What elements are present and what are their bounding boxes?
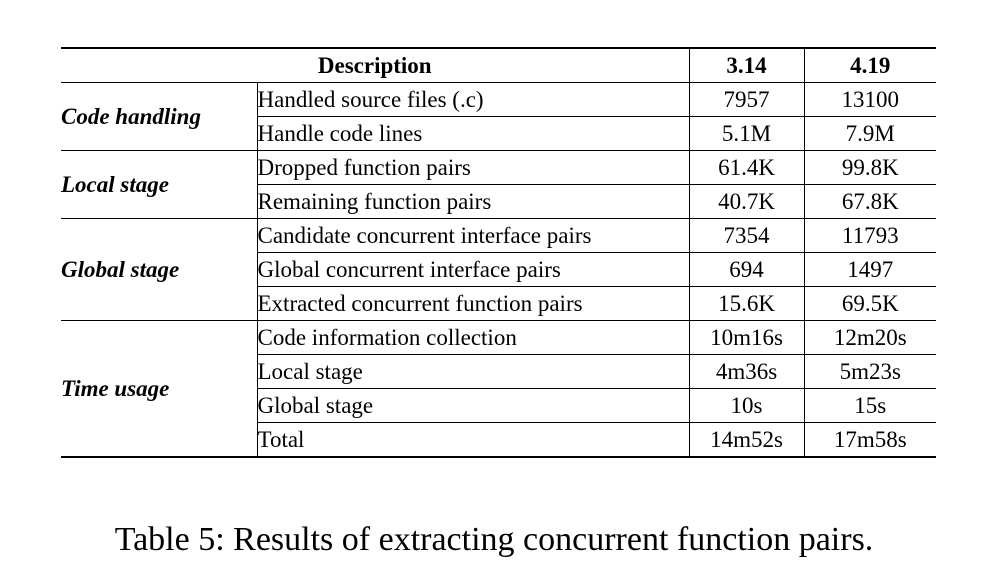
- row-label: Global stage: [257, 388, 690, 423]
- results-table: Description 3.14 4.19 Code handling Hand…: [61, 47, 936, 458]
- table-row: Code handling Handled source files (.c) …: [61, 82, 936, 151]
- table-row: Global stage Candidate concurrent interf…: [61, 218, 936, 321]
- row-value-3-14: 61.4K: [689, 150, 805, 185]
- row-value-3-14: 4m36s: [689, 354, 805, 389]
- row-value-3-14: 10m16s: [689, 320, 805, 355]
- group-label-global-stage: Global stage: [61, 218, 258, 321]
- table-row: Local stage Dropped function pairs 61.4K…: [61, 150, 936, 219]
- row-value-4-19: 99.8K: [841, 155, 899, 180]
- header-version-3-14: 3.14: [689, 48, 805, 83]
- row-value-3-14: 14m52s: [689, 422, 805, 457]
- row-value-4-19: 13100: [841, 87, 900, 112]
- row-value-4-19: 7.9M: [804, 116, 936, 151]
- row-value-4-19: 69.5K: [804, 286, 936, 321]
- row-value-4-19: 67.8K: [804, 184, 936, 219]
- row-label: Remaining function pairs: [257, 184, 690, 219]
- row-value-3-14: 694: [689, 252, 805, 287]
- row-value-4-19: 15s: [804, 388, 936, 423]
- table-row: Handle code lines 5.1M 7.9M: [61, 116, 936, 151]
- row-value-3-14: 7354: [689, 218, 805, 253]
- table-caption: Table 5: Results of extracting concurren…: [114, 521, 874, 558]
- row-label: Local stage: [257, 354, 690, 389]
- row-label: Total: [257, 422, 690, 457]
- group-label-local-stage: Local stage: [61, 150, 258, 219]
- row-value-3-14: 7957: [689, 82, 805, 117]
- table-row: Remaining function pairs 40.7K 67.8K: [61, 184, 936, 219]
- row-value-3-14: 10s: [689, 388, 805, 423]
- row-value-3-14: 40.7K: [689, 184, 805, 219]
- header-version-4-19: 4.19: [850, 53, 891, 78]
- row-label: Handle code lines: [257, 116, 690, 151]
- table-header-row: Description 3.14 4.19: [61, 48, 936, 83]
- row-label: Handled source files (.c): [257, 82, 690, 117]
- row-value-3-14: 5.1M: [689, 116, 805, 151]
- table-row: Local stage 4m36s 5m23s: [61, 354, 936, 389]
- row-label: Dropped function pairs: [257, 150, 690, 185]
- header-description: Description: [61, 48, 690, 83]
- table-row: Extracted concurrent function pairs 15.6…: [61, 286, 936, 321]
- row-value-4-19: 12m20s: [833, 325, 907, 350]
- group-label-time-usage: Time usage: [61, 320, 258, 457]
- table-row: Total 14m52s 17m58s: [61, 422, 936, 457]
- row-label: Code information collection: [257, 320, 690, 355]
- row-value-4-19: 11793: [841, 223, 899, 248]
- row-label: Extracted concurrent function pairs: [257, 286, 690, 321]
- results-table-container: Description 3.14 4.19 Code handling Hand…: [61, 47, 936, 458]
- row-label: Global concurrent interface pairs: [257, 252, 690, 287]
- row-value-4-19: 17m58s: [804, 422, 936, 457]
- row-label: Candidate concurrent interface pairs: [257, 218, 690, 253]
- table-row: Time usage Code information collection 1…: [61, 320, 936, 457]
- row-value-4-19: 5m23s: [804, 354, 936, 389]
- table-row: Global stage 10s 15s: [61, 388, 936, 423]
- row-value-4-19: 1497: [804, 252, 936, 287]
- row-value-3-14: 15.6K: [689, 286, 805, 321]
- group-label-code-handling: Code handling: [61, 82, 258, 151]
- table-row: Global concurrent interface pairs 694 14…: [61, 252, 936, 287]
